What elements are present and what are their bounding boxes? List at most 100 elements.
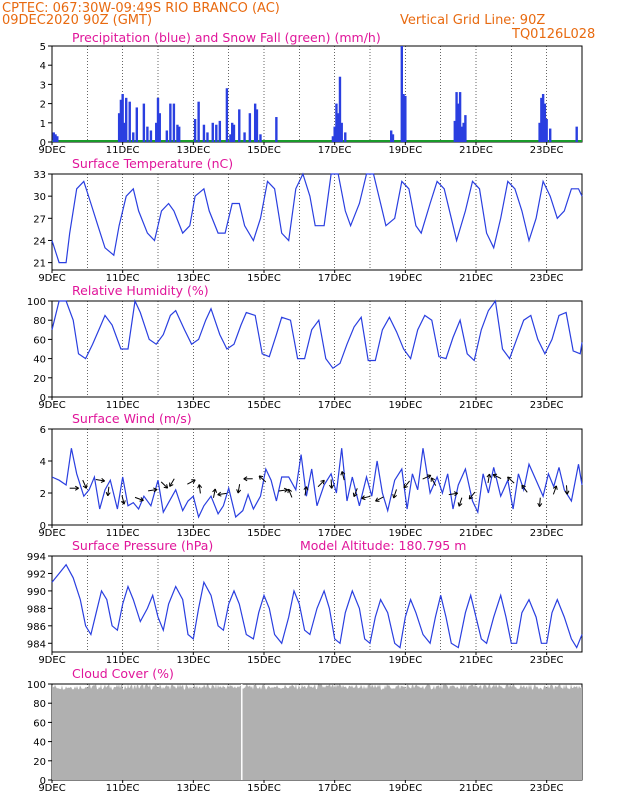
precip-bar: [391, 134, 395, 142]
header-date: 09DEC2020 90Z (GMT): [2, 13, 152, 28]
precip-bar: [575, 126, 578, 142]
precip-bar: [56, 136, 59, 142]
wind-arrow-shaft: [217, 492, 227, 496]
wind-arrow-shaft: [341, 471, 345, 481]
wind-arrow-shaft: [330, 479, 333, 489]
wind-arrow-head: [258, 475, 264, 480]
x-tick-label: 9DEC: [38, 400, 65, 411]
precip-bar: [541, 94, 545, 142]
y-tick-label: 33: [33, 170, 46, 181]
precip-bar: [275, 117, 278, 142]
x-tick-label: 19DEC: [388, 655, 422, 666]
y-tick-label: 0: [40, 138, 46, 149]
wind-arrow-shaft: [82, 479, 87, 489]
wind-arrow-head: [426, 474, 432, 479]
wind-arrow-shaft: [317, 479, 325, 488]
precip-bar: [238, 109, 241, 142]
y-tick-label: 2: [40, 100, 46, 111]
x-tick-label: 23DEC: [530, 273, 564, 284]
series-line: [51, 298, 583, 370]
y-tick-label: 27: [33, 214, 46, 225]
wind-arrow-head: [153, 487, 158, 493]
precip-bar: [225, 88, 229, 142]
precip-bar: [340, 122, 343, 142]
series-line: [51, 448, 583, 519]
precip-bar: [400, 46, 403, 142]
x-tick-label: 13DEC: [176, 655, 210, 666]
y-tick-label: 4: [40, 61, 46, 72]
panel-title: Relative Humidity (%): [72, 283, 209, 298]
y-tick-label: 990: [27, 587, 46, 598]
precip-bar: [259, 134, 262, 142]
y-tick-label: 1: [40, 119, 46, 130]
header-run-id: TQ0126L028: [511, 27, 595, 42]
precip-bar: [165, 130, 169, 142]
wind-arrow-head: [212, 488, 218, 493]
wind-arrow-shaft: [212, 488, 216, 498]
wind-arrow-shaft: [258, 475, 267, 483]
precip-bar: [540, 97, 543, 142]
panel-5: 0 20 40 60 80 100 9DEC 11DEC 13DEC 15DEC 17DEC 19DE…: [27, 666, 583, 794]
y-tick-label: 5: [40, 42, 46, 53]
plot-frame: [51, 300, 583, 398]
wind-arrow-head: [430, 477, 436, 482]
wind-arrow-shaft: [422, 474, 432, 480]
precip-bar: [543, 103, 547, 142]
precip-bar: [128, 101, 131, 142]
precip-bar: [193, 118, 197, 142]
y-tick-label: 80: [33, 316, 46, 327]
precip-bar: [211, 122, 214, 142]
x-tick-label: 23DEC: [530, 145, 564, 156]
x-tick-label: 13DEC: [176, 400, 210, 411]
y-tick-label: 6: [40, 425, 46, 436]
wind-arrow-head: [197, 484, 203, 489]
wind-arrow-shaft: [237, 484, 241, 494]
y-tick-label: 4: [40, 457, 46, 468]
series-line: [51, 172, 583, 264]
cloud-cover-gap: [241, 684, 243, 780]
precip-bar: [404, 95, 407, 142]
precip-bar: [178, 126, 181, 142]
x-tick-label: 17DEC: [318, 145, 352, 156]
precip-bar: [335, 103, 338, 142]
y-tick-label: 100: [27, 680, 46, 691]
y-tick-label: 20: [33, 374, 46, 385]
wind-arrow-shaft: [492, 474, 502, 480]
y-tick-label: 0: [40, 521, 46, 532]
wind-arrow-head: [243, 476, 248, 482]
x-tick-label: 17DEC: [318, 273, 352, 284]
precip-bar: [149, 130, 153, 142]
precip-bar: [538, 122, 541, 142]
precip-bar: [331, 136, 335, 142]
y-tick-label: 60: [33, 718, 46, 729]
wind-arrow-shaft: [107, 486, 110, 496]
wind-arrow-head: [191, 479, 196, 484]
wind-arrow-head: [329, 484, 334, 489]
precip-bar: [455, 92, 458, 142]
header-grid-note: Vertical Grid Line: 90Z: [400, 13, 545, 28]
x-tick-label: 21DEC: [459, 400, 493, 411]
x-tick-label: 21DEC: [459, 145, 493, 156]
x-tick-label: 11DEC: [106, 400, 140, 411]
x-tick-label: 9DEC: [38, 145, 65, 156]
x-tick-label: 21DEC: [459, 655, 493, 666]
precip-bar: [206, 132, 209, 142]
precip-bar: [453, 120, 456, 142]
wind-arrow-head: [163, 484, 169, 489]
wind-arrow-head: [303, 486, 309, 491]
y-tick-label: 60: [33, 335, 46, 346]
wind-arrow-head: [340, 471, 346, 476]
wind-arrow-head: [169, 482, 174, 487]
y-tick-label: 0: [40, 393, 46, 404]
wind-arrow-shaft: [552, 485, 557, 495]
wind-arrow-shaft: [278, 489, 288, 492]
precip-bar: [248, 113, 252, 142]
x-tick-label: 19DEC: [388, 400, 422, 411]
precip-bar: [172, 103, 176, 142]
wind-arrow-head: [100, 478, 106, 483]
wind-arrow-head: [352, 492, 358, 498]
precip-bar: [338, 76, 342, 142]
wind-arrow-shaft: [148, 488, 158, 492]
y-tick-label: 20: [33, 757, 46, 768]
panel-title: Cloud Cover (%): [72, 666, 174, 681]
